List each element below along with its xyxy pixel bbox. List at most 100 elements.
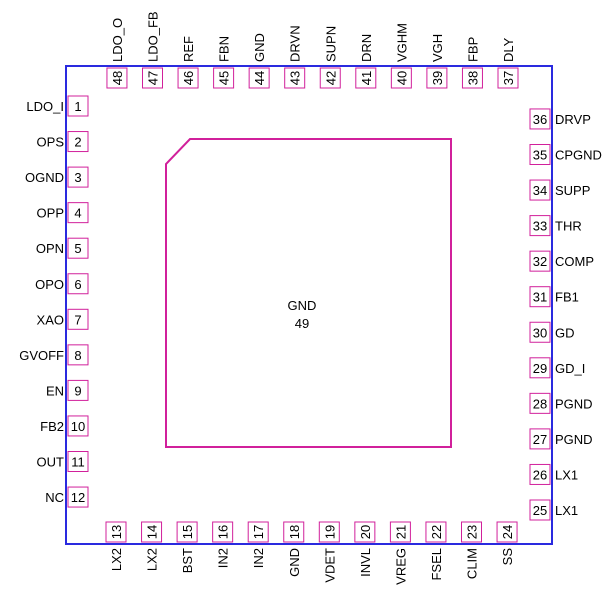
pin-name: XAO [37, 312, 64, 327]
pin-name: PGND [555, 432, 593, 447]
pin-name: FSEL [429, 548, 444, 581]
pin-box [529, 179, 551, 201]
pin-name: VDET [322, 548, 337, 583]
pin-name: FBN [217, 36, 232, 62]
pin-name: DRN [359, 34, 374, 62]
pin-number: 27 [533, 432, 547, 447]
pin-number: 32 [533, 254, 547, 269]
pin-name: FBP [465, 37, 480, 62]
pin-name: REF [181, 36, 196, 62]
pin-box [497, 67, 519, 89]
pin-box [67, 415, 89, 437]
pin-box [529, 499, 551, 521]
pin-2: 2 OPS [37, 131, 89, 153]
pin-box [105, 521, 127, 543]
pin-box [67, 451, 89, 472]
pin-name: GND [252, 33, 267, 62]
pin-name: LDO_I [26, 99, 64, 114]
pin-48: 48 LDO_O [106, 18, 128, 89]
pin-name: GVOFF [19, 348, 64, 363]
pin-39: 39 VGH [426, 34, 448, 89]
pin-name: SUPN [323, 26, 338, 62]
pin-box [529, 321, 551, 343]
pin-26: 26 LX1 [529, 463, 578, 485]
pin-number: 17 [251, 525, 266, 539]
pin-10: 10 FB2 [40, 415, 89, 437]
pin-box [67, 166, 89, 188]
pin-number: 5 [74, 241, 81, 256]
pin-name: OPS [37, 135, 65, 150]
pin-box [318, 521, 340, 543]
pin-name: FB1 [555, 290, 579, 305]
pin-box [176, 521, 198, 543]
pin-number: 33 [533, 219, 547, 234]
pin-box [247, 521, 269, 543]
pin-box [529, 357, 551, 379]
pin-number: 20 [358, 525, 373, 539]
pin-number: 43 [288, 71, 303, 85]
pin-number: 31 [533, 290, 547, 305]
pin-number: 39 [430, 71, 445, 85]
pin-14: 14 LX2 [141, 521, 163, 571]
pin-name: LX1 [555, 503, 578, 518]
pin-45: 45 FBN [213, 36, 235, 89]
pin-name: INVL [358, 548, 373, 577]
pin-name: IN2 [216, 548, 231, 568]
pin-number: 8 [74, 348, 81, 363]
pin-29: 29 GD_I [529, 357, 585, 379]
pin-box [529, 144, 551, 165]
pin-19: 19 VDET [318, 521, 340, 583]
pin-name: NC [45, 490, 64, 505]
pin-name: DRVN [288, 25, 303, 62]
pin-box [529, 250, 551, 272]
pin-box [283, 521, 305, 543]
pin-box [461, 521, 482, 543]
pin-number: 3 [74, 170, 81, 185]
pin-box [529, 392, 551, 414]
pin-name: IN2 [251, 548, 266, 568]
pin-box [67, 237, 89, 259]
pin-number: 23 [465, 525, 480, 539]
pin-name: EN [46, 383, 64, 398]
pin-box [67, 273, 89, 295]
pin-number: 38 [465, 71, 480, 85]
pin-box [529, 463, 551, 485]
pin-box [67, 486, 89, 508]
pin-27: 27 PGND [529, 428, 593, 450]
pin-name: VREG [393, 548, 408, 585]
pins-left-side: 1 LDO_I 2 OPS 3 OGND 4 OPP 5 OPN 6 OPO 7 XAO 8 GVOFF 9 EN… [19, 95, 89, 508]
pin-20: 20 INVL [354, 521, 376, 577]
pin-name: OGND [25, 170, 64, 185]
pin-box [529, 428, 551, 450]
pin-43: 43 DRVN [284, 25, 306, 89]
pin-number: 21 [393, 525, 408, 539]
pin-box [67, 131, 89, 153]
pin-number: 1 [74, 99, 81, 114]
pin-1: 1 LDO_I [26, 95, 89, 117]
pin-number: 22 [429, 525, 444, 539]
pin-name: SUPP [555, 183, 590, 198]
pin-name: FB2 [40, 419, 64, 434]
pin-box [141, 521, 163, 543]
pin-number: 24 [500, 525, 515, 539]
pin-name: THR [555, 219, 582, 234]
pin-13: 13 LX2 [105, 521, 127, 571]
pin-31: 31 FB1 [529, 286, 579, 308]
pin-name: OPN [36, 241, 64, 256]
pin-24: 24 SS [496, 521, 518, 566]
pin-box [67, 379, 89, 401]
pin-box [426, 67, 448, 89]
pin-25: 25 LX1 [529, 499, 578, 521]
pin-box [461, 67, 483, 89]
pin-number: 28 [533, 396, 547, 411]
pin-name: SS [500, 548, 515, 566]
pin-21: 21 VREG [389, 521, 411, 585]
pin-46: 46 REF [177, 36, 199, 89]
pin-number: 47 [146, 71, 161, 85]
pin-name: LX1 [555, 467, 578, 482]
pin-42: 42 SUPN [319, 26, 341, 89]
pin-35: 35 CPGND [529, 144, 602, 165]
pin-number: 26 [533, 467, 547, 482]
pin-number: 48 [110, 71, 125, 85]
